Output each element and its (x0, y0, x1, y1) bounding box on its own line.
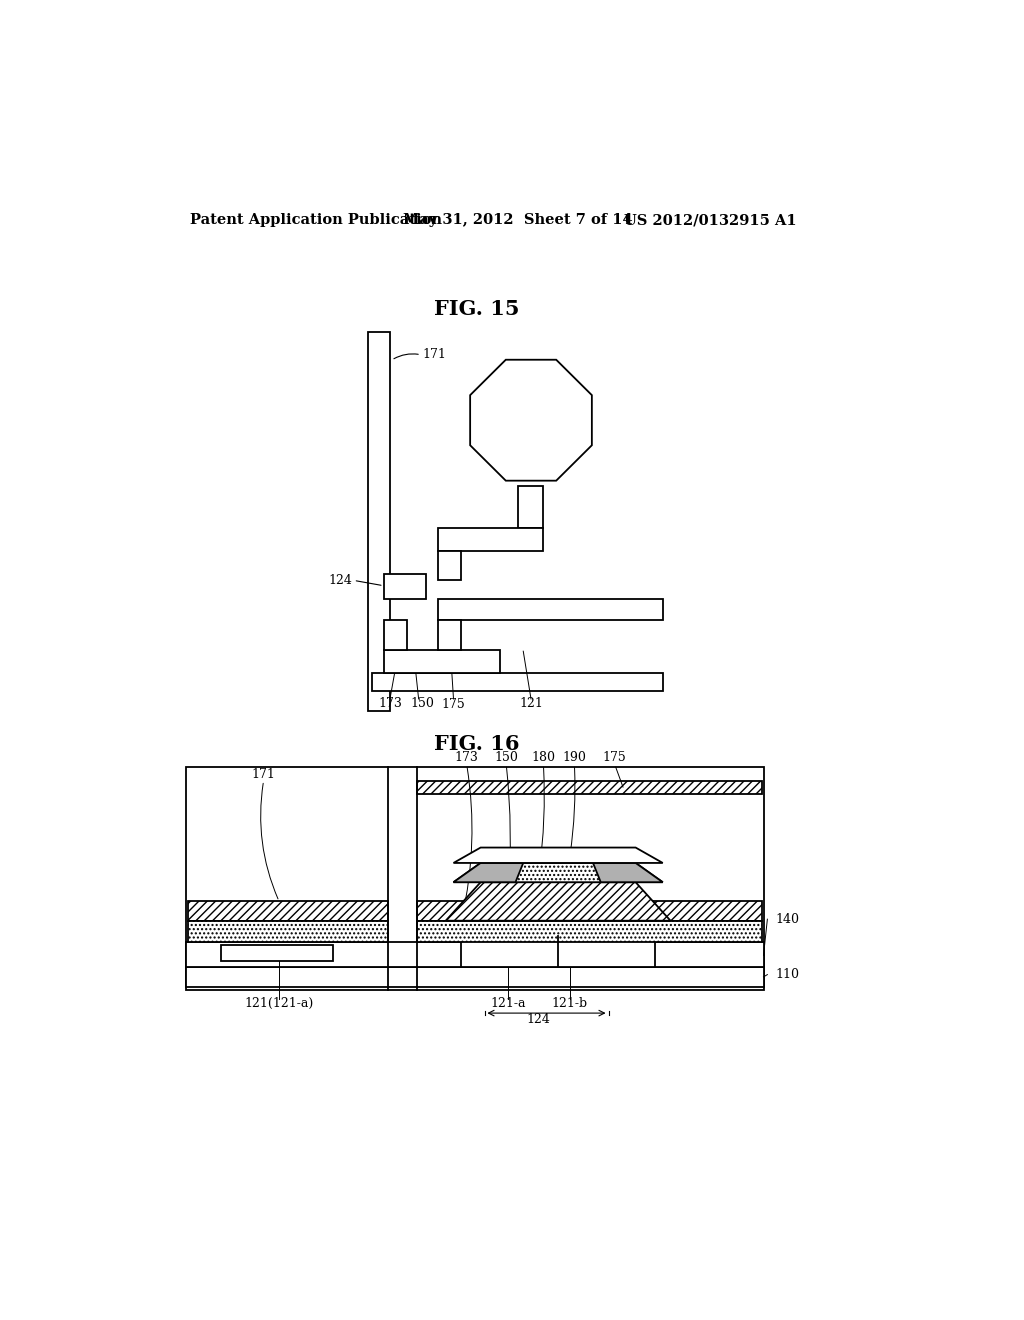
Bar (417, 902, 762, 921)
Bar (384, 649, 500, 673)
Polygon shape (454, 847, 663, 863)
Polygon shape (454, 863, 523, 882)
Text: 121-a: 121-a (490, 998, 525, 1010)
Bar (384, 574, 426, 599)
Text: 121(121-a): 121(121-a) (245, 998, 313, 1010)
Bar (417, 921, 762, 942)
Bar (518, 486, 543, 528)
Bar (461, 936, 655, 966)
Text: 171: 171 (252, 768, 275, 781)
Bar (186, 968, 764, 987)
Text: 150: 150 (495, 751, 518, 764)
Text: FIG. 16: FIG. 16 (434, 734, 519, 754)
Text: 173: 173 (455, 751, 478, 764)
Text: 124: 124 (526, 1012, 551, 1026)
Text: 121-b: 121-b (552, 998, 588, 1010)
Text: May 31, 2012  Sheet 7 of 14: May 31, 2012 Sheet 7 of 14 (403, 213, 633, 227)
Bar (438, 620, 461, 649)
Text: 173: 173 (378, 697, 401, 710)
Text: 180: 180 (531, 751, 555, 764)
Bar (438, 552, 461, 581)
Bar (438, 599, 663, 620)
Bar (372, 673, 663, 692)
Bar (187, 902, 388, 921)
Text: FIG. 15: FIG. 15 (434, 298, 519, 318)
Polygon shape (593, 863, 663, 882)
Bar (417, 780, 762, 793)
Polygon shape (445, 882, 671, 921)
Bar (187, 921, 388, 942)
Text: 110: 110 (775, 968, 799, 981)
Bar (384, 620, 407, 649)
Text: 175: 175 (603, 751, 627, 764)
Bar (438, 528, 543, 552)
Text: 175: 175 (441, 698, 465, 711)
Text: 121: 121 (519, 697, 543, 710)
Text: 140: 140 (775, 912, 799, 925)
Bar (186, 767, 764, 990)
Text: Patent Application Publication: Patent Application Publication (190, 213, 442, 227)
Text: 171: 171 (423, 348, 446, 362)
Polygon shape (454, 863, 663, 882)
Bar (221, 945, 334, 961)
Polygon shape (470, 360, 592, 480)
Text: 150: 150 (411, 697, 434, 710)
Bar (369, 331, 390, 711)
Text: US 2012/0132915 A1: US 2012/0132915 A1 (624, 213, 797, 227)
Bar (186, 942, 764, 966)
Text: 124: 124 (329, 574, 352, 587)
Text: 190: 190 (562, 751, 587, 764)
